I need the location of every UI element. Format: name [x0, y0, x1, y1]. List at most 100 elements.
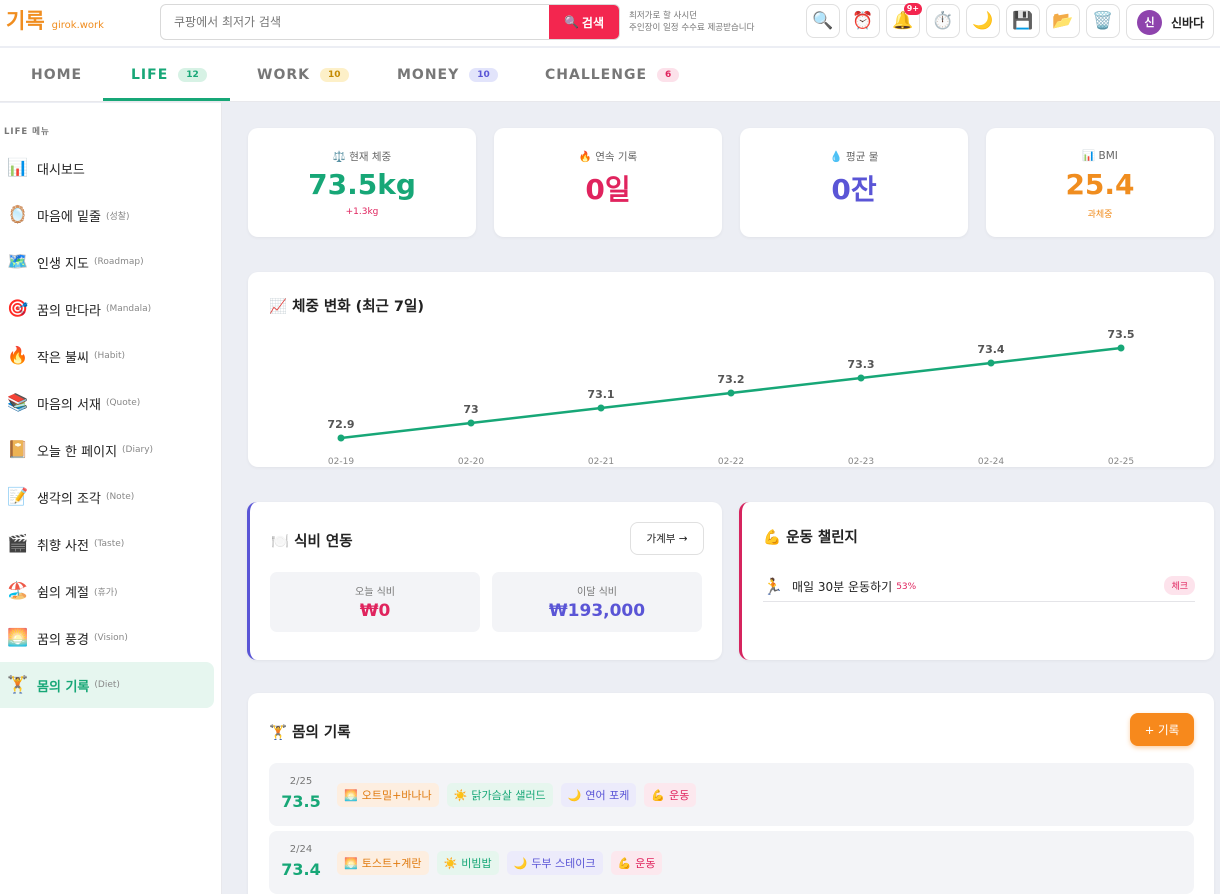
- stat-value: 73.5kg: [308, 168, 416, 201]
- sidebar-item-sub: (휴가): [93, 587, 118, 598]
- exercise-challenge-card: 💪 운동 챌린지 🏃 매일 30분 운동하기 53% 체크: [739, 502, 1214, 660]
- sidebar-item-sub: (성찰): [105, 211, 130, 222]
- dinner-chip: 🌙 연어 포케: [560, 783, 637, 807]
- search-button-label: 검색: [581, 15, 605, 30]
- alarm-clock-icon: ⏰: [852, 11, 874, 31]
- notification-button[interactable]: 🔔 9+: [886, 3, 922, 38]
- droplet-icon: 💧: [829, 151, 843, 163]
- sidebar-item-sub: (Roadmap): [93, 257, 144, 267]
- weight-point[interactable]: [337, 434, 345, 442]
- month-food-label: 이달 식비: [577, 587, 617, 598]
- tab-label: WORK: [257, 67, 310, 83]
- trash-button[interactable]: 🗑️: [1086, 4, 1120, 38]
- sidebar-item-quote[interactable]: 📚 마음의 서재 (Quote): [0, 380, 214, 426]
- sidebar-item-label: 마음의 서재: [37, 397, 101, 413]
- challenge-check-button[interactable]: 체크: [1164, 576, 1195, 595]
- tab-label: LIFE: [131, 67, 169, 83]
- x-tick-label: 02-20: [458, 457, 484, 467]
- tab-challenge[interactable]: CHALLENGE 6: [545, 48, 680, 102]
- notebook-icon: 📔: [7, 440, 29, 460]
- tab-count-badge: 10: [469, 68, 498, 82]
- alarm-button[interactable]: ⏰: [846, 4, 880, 38]
- sidebar-item-roadmap[interactable]: 🗺️ 인생 지도 (Roadmap): [0, 239, 214, 285]
- logo-text: 기록: [6, 9, 45, 33]
- moon-icon: 🌙: [513, 856, 528, 870]
- timer-button[interactable]: ⏱️: [926, 4, 960, 38]
- sidebar-item-vacation[interactable]: 🏖️ 쉼의 계절 (휴가): [0, 568, 214, 614]
- meal-chips: 🌅 토스트+계란 ☀️ 비빔밥 🌙 두부 스테이크 💪 운동: [337, 851, 663, 875]
- sidebar-item-habit[interactable]: 🔥 작은 불씨 (Habit): [0, 333, 214, 379]
- record-row[interactable]: 2/24 73.4 🌅 토스트+계란 ☀️ 비빔밥 🌙 두부 스테이크 💪 운동: [269, 831, 1194, 894]
- stat-card-weight: ⚖️ 현재 체중 73.5kg +1.3kg: [248, 128, 476, 237]
- weight-point[interactable]: [467, 419, 475, 427]
- food-cost-title: 🍽️ 식비 연동: [271, 534, 353, 550]
- ledger-button[interactable]: 가계부 →: [630, 522, 704, 555]
- memo-icon: 📝: [7, 487, 29, 507]
- avatar: 신: [1137, 9, 1162, 35]
- lunch-chip: ☀️ 닭가슴살 샐러드: [446, 783, 553, 807]
- sunrise-icon: 🌅: [344, 788, 358, 802]
- chart-up-icon: 📈: [269, 299, 288, 315]
- fire-icon: 🔥: [7, 346, 29, 366]
- sidebar-item-note[interactable]: 📝 생각의 조각 (Note): [0, 474, 214, 520]
- moon-icon: 🌙: [972, 11, 994, 31]
- sidebar-item-label: 쉼의 계절: [37, 585, 89, 601]
- search-tool-button[interactable]: 🔍: [806, 4, 840, 38]
- data-label: 73.5: [1107, 328, 1134, 341]
- sidebar-item-label: 취향 사전: [37, 538, 89, 554]
- search-icon: 🔍: [563, 15, 579, 29]
- weight-point[interactable]: [727, 389, 735, 397]
- sidebar-item-mandala[interactable]: 🎯 꿈의 만다라 (Mandala): [0, 286, 214, 332]
- record-weight: 73.5: [281, 792, 321, 811]
- weight-point[interactable]: [857, 374, 865, 382]
- weight-line-chart: 72.9 02-19 73 02-20 73.1 02-21 73.2 02-22 73.3 02…: [327, 328, 1134, 467]
- open-folder-button[interactable]: 📂: [1046, 4, 1080, 38]
- stat-value: 0잔: [831, 173, 877, 206]
- sidebar-item-label: 인생 지도: [37, 256, 89, 272]
- sidebar-item-reflection[interactable]: 🪞 마음에 밑줄 (성찰): [0, 192, 214, 238]
- add-record-button[interactable]: + 기록: [1130, 713, 1194, 746]
- weight-point[interactable]: [1117, 344, 1125, 352]
- record-row[interactable]: 2/25 73.5 🌅 오트밀+바나나 ☀️ 닭가슴살 샐러드 🌙 연어 포케 💪 운동: [269, 763, 1194, 826]
- sidebar-item-diet[interactable]: 🏋️ 몸의 기록 (Diet): [0, 662, 214, 708]
- tab-money[interactable]: MONEY 10: [397, 48, 498, 102]
- scale-icon: ⚖️: [332, 151, 346, 163]
- dark-mode-button[interactable]: 🌙: [966, 4, 1000, 38]
- user-menu[interactable]: 신 신바다: [1126, 4, 1214, 40]
- x-tick-label: 02-25: [1108, 457, 1134, 467]
- tab-work[interactable]: WORK 10: [257, 48, 349, 102]
- sidebar-item-diary[interactable]: 📔 오늘 한 페이지 (Diary): [0, 427, 214, 473]
- sidebar-item-vision[interactable]: 🌅 꿈의 풍경 (Vision): [0, 615, 214, 661]
- stat-label: 🔥 연속 기록: [578, 151, 638, 163]
- sun-icon: ☀️: [443, 856, 458, 870]
- sidebar-item-sub: (Quote): [105, 398, 141, 408]
- logo[interactable]: 기록 girok.work: [6, 5, 104, 35]
- body-record-card: 🏋️ 몸의 기록 + 기록 2/25 73.5 🌅 오트밀+바나나 ☀️ 닭가슴살 …: [248, 693, 1214, 894]
- sidebar: LIFE 메뉴 📊 대시보드 🪞 마음에 밑줄 (성찰) 🗺️ 인생 지도 (Roadma…: [0, 103, 222, 894]
- tab-life[interactable]: LIFE 12: [131, 48, 207, 102]
- x-tick-label: 02-24: [978, 457, 1004, 467]
- clapperboard-icon: 🎬: [7, 534, 29, 554]
- search-button[interactable]: 🔍 검색: [549, 5, 619, 39]
- data-label: 73.4: [977, 343, 1004, 356]
- sidebar-item-sub: (Note): [105, 492, 135, 502]
- weight-point[interactable]: [597, 404, 605, 412]
- tab-label: HOME: [31, 67, 83, 83]
- sun-icon: ☀️: [453, 788, 468, 802]
- weightlifter-icon: 🏋️: [269, 725, 288, 741]
- challenge-progress: 53%: [896, 581, 917, 592]
- tab-home[interactable]: HOME: [31, 48, 82, 102]
- sidebar-item-dashboard[interactable]: 📊 대시보드: [0, 145, 214, 191]
- search-input[interactable]: [161, 5, 551, 39]
- weight-point[interactable]: [987, 359, 995, 367]
- stat-card-bmi: 📊 BMI 25.4 과체중: [986, 128, 1214, 237]
- stopwatch-icon: ⏱️: [932, 11, 954, 31]
- tab-count-badge: 10: [319, 68, 349, 82]
- beach-icon: 🏖️: [7, 581, 29, 601]
- save-button[interactable]: 💾: [1006, 4, 1040, 38]
- stat-label: 📊 BMI: [1082, 150, 1118, 162]
- notice-line-1: 최저가로 할 사시던: [629, 11, 697, 21]
- sidebar-item-taste[interactable]: 🎬 취향 사전 (Taste): [0, 521, 214, 567]
- sidebar-item-label: 작은 불씨: [37, 350, 89, 366]
- food-cost-card: 🍽️ 식비 연동 가계부 → 오늘 식비 ₩0 이달 식비 ₩193,000: [247, 502, 722, 660]
